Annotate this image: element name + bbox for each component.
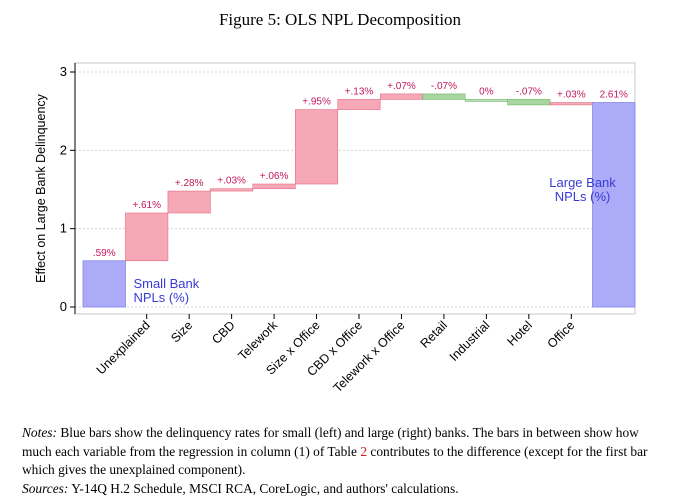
large-bank-label: NPLs (%) — [555, 189, 611, 204]
data-label: +.95% — [302, 97, 331, 108]
large-bank-bar — [592, 102, 636, 308]
notes-paragraph: Notes: Blue bars show the delinquency ra… — [22, 424, 662, 480]
y-tick-label: 3 — [60, 64, 67, 79]
data-label: +.28% — [175, 178, 204, 189]
waterfall-bar — [295, 109, 339, 185]
notes-text-before: Blue bars show the delinquency rates for… — [22, 425, 639, 459]
notes-label: Notes: — [22, 425, 57, 440]
waterfall-chart: 0 1 2 3 Effect on Large Bank Delinquency .59%… — [34, 62, 636, 395]
waterfall-bar — [464, 99, 508, 102]
table-reference-link[interactable]: 2 — [360, 443, 368, 459]
data-label: +.13% — [345, 86, 374, 97]
x-tick-label: Office — [545, 318, 578, 351]
sources-text: Y-14Q H.2 Schedule, MSCI RCA, CoreLogic,… — [71, 480, 459, 496]
data-label: .59% — [93, 248, 116, 259]
data-label: +.03% — [217, 176, 246, 187]
waterfall-bar — [549, 102, 593, 106]
y-tick-label: 1 — [60, 221, 67, 236]
x-tick-label: Retail — [418, 318, 451, 351]
waterfall-bar — [379, 93, 423, 100]
data-label: +.06% — [260, 171, 289, 182]
x-tick-label: Telework x Office — [331, 318, 408, 395]
waterfall-bar — [210, 188, 254, 192]
sources-paragraph: Sources: Y-14Q H.2 Schedule, MSCI RCA, C… — [22, 480, 662, 499]
x-tick-label: Size — [168, 318, 195, 345]
data-label: 0% — [479, 86, 494, 97]
figure-notes: Notes: Blue bars show the delinquency ra… — [22, 424, 662, 498]
x-tick-label: Industrial — [447, 318, 493, 364]
x-tick-label: Unexplained — [94, 318, 153, 377]
data-label: 2.61% — [600, 90, 628, 101]
data-label: +.03% — [557, 90, 586, 101]
figure-title: Figure 5: OLS NPL Decomposition — [218, 10, 462, 29]
data-label: +.07% — [387, 81, 416, 92]
waterfall-bar — [337, 99, 381, 110]
x-tick-label: Hotel — [504, 318, 535, 349]
x-tick-label: CBD — [209, 318, 238, 347]
waterfall-bar — [125, 212, 169, 262]
sources-label: Sources: — [22, 480, 69, 496]
data-label: -.07% — [516, 86, 542, 97]
y-axis-label: Effect on Large Bank Delinquency — [34, 93, 48, 283]
waterfall-bar — [507, 99, 551, 106]
data-label: +.61% — [132, 200, 161, 211]
waterfall-bar — [252, 183, 296, 190]
data-label: -.07% — [431, 81, 457, 92]
notes-text-after: contributes to the difference (except fo… — [22, 443, 648, 478]
large-bank-label: Large Bank — [549, 175, 616, 190]
y-tick-label: 2 — [60, 142, 67, 157]
small-bank-bar — [82, 260, 126, 308]
small-bank-label: Small Bank — [133, 276, 199, 291]
y-tick-label: 0 — [60, 299, 67, 314]
waterfall-bar — [422, 93, 466, 100]
small-bank-label: NPLs (%) — [133, 290, 189, 305]
waterfall-bar — [167, 190, 211, 214]
